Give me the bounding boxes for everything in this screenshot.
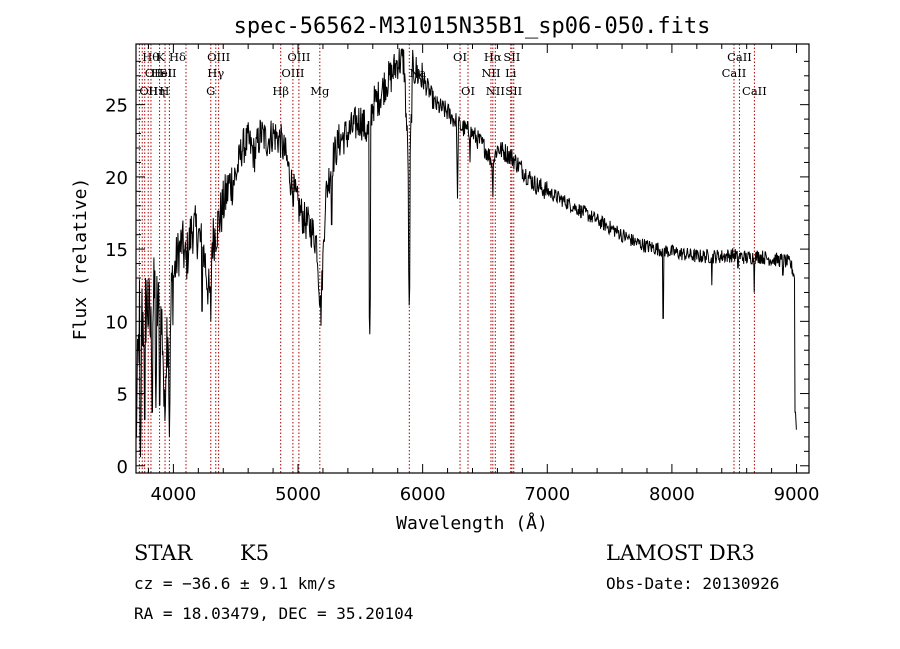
x-tick-label: 5000 — [275, 484, 321, 505]
line-marker-label: OI — [453, 50, 467, 64]
line-marker-label: Mg — [310, 84, 330, 98]
line-marker-label: SII — [503, 50, 520, 64]
line-marker-label: NII — [481, 66, 500, 80]
y-tick-label: 15 — [105, 240, 128, 261]
object-subclass: K5 — [240, 541, 269, 565]
observation-date: Obs-Date: 20130926 — [606, 574, 779, 593]
line-marker-label: Hη — [148, 84, 165, 98]
line-marker-label: CaII — [727, 50, 752, 64]
y-tick-label: 20 — [105, 168, 128, 189]
chart-title: spec-56562-M31015N35B1_sp06-050.fits — [234, 14, 711, 39]
line-marker-label: OII — [139, 84, 158, 98]
line-marker-label: G — [206, 84, 215, 98]
line-marker-label: OI — [461, 84, 475, 98]
y-tick-label: 10 — [105, 312, 128, 333]
line-marker-label: K — [156, 50, 165, 64]
x-tick-label: 6000 — [400, 484, 446, 505]
line-marker-label: Hγ — [207, 66, 224, 80]
y-axis-label: Flux (relative) — [70, 178, 91, 341]
x-axis-label: Wavelength (Å) — [396, 512, 548, 534]
spectral-line-labels: OIIHθOIIHηHeISIIKHHδGHγOIIIHβOIIIOIIIMgN… — [139, 50, 766, 98]
line-marker-label: OIII — [207, 50, 230, 64]
line-marker-label: OIII — [287, 50, 310, 64]
x-axis-ticks: 4000 5000 6000 7000 8000 9000 — [147, 44, 820, 505]
x-tick-label: 4000 — [150, 484, 196, 505]
spectral-line-markers — [138, 44, 755, 473]
x-tick-label: 9000 — [774, 484, 820, 505]
survey-name: LAMOST DR3 — [606, 541, 755, 565]
y-axis-ticks: 0 5 10 15 20 25 — [105, 60, 809, 478]
line-marker-label: Hβ — [272, 84, 289, 98]
line-marker-label: HeI — [151, 66, 172, 80]
line-marker-label: CaII — [742, 84, 767, 98]
spectrum-line — [135, 48, 797, 458]
redshift-cz: cz = −36.6 ± 9.1 km/s — [134, 574, 336, 593]
y-tick-label: 25 — [105, 96, 128, 117]
line-marker-label: H — [159, 84, 169, 98]
line-marker-label: Li — [505, 66, 517, 80]
line-marker-label: OII — [145, 66, 164, 80]
line-marker-label: NII — [486, 84, 505, 98]
x-tick-label: 8000 — [649, 484, 695, 505]
line-marker-label: Hδ — [169, 50, 186, 64]
line-marker-label: SII — [160, 66, 177, 80]
y-tick-label: 5 — [117, 385, 128, 406]
object-class: STAR — [134, 541, 193, 565]
line-marker-label: OIII — [281, 66, 304, 80]
line-marker-label: Hα — [484, 50, 502, 64]
line-marker-label: CaII — [722, 66, 747, 80]
line-marker-label: SII — [505, 84, 522, 98]
x-tick-label: 7000 — [524, 484, 570, 505]
line-marker-label: Hθ — [142, 50, 159, 64]
y-tick-label: 0 — [117, 457, 128, 478]
ra-dec-coordinates: RA = 18.03479, DEC = 35.20104 — [134, 604, 413, 623]
